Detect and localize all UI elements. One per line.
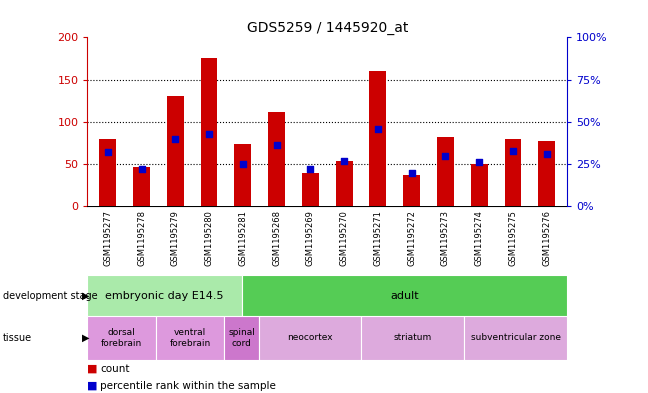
Bar [133, 167, 150, 206]
Text: percentile rank within the sample: percentile rank within the sample [100, 381, 276, 391]
Text: embryonic day E14.5: embryonic day E14.5 [105, 291, 224, 301]
Point [542, 151, 552, 157]
Text: GSM1195276: GSM1195276 [542, 210, 551, 266]
Point [406, 169, 417, 176]
Bar [437, 137, 454, 206]
Point [136, 166, 146, 172]
Bar [362, 316, 464, 360]
Bar [87, 275, 242, 316]
Text: ■: ■ [87, 364, 98, 374]
Bar [99, 139, 116, 206]
Point [272, 142, 282, 149]
Point [440, 152, 450, 159]
Text: dorsal
forebrain: dorsal forebrain [101, 328, 143, 348]
Text: ■: ■ [87, 381, 98, 391]
Text: GSM1195280: GSM1195280 [205, 210, 214, 266]
Point [204, 130, 214, 137]
Bar [87, 316, 156, 360]
Title: GDS5259 / 1445920_at: GDS5259 / 1445920_at [246, 21, 408, 35]
Bar [369, 71, 386, 206]
Text: neocortex: neocortex [287, 334, 333, 342]
Point [238, 161, 248, 167]
Text: subventricular zone: subventricular zone [470, 334, 561, 342]
Text: GSM1195269: GSM1195269 [306, 210, 315, 266]
Point [339, 158, 349, 164]
Bar [403, 175, 420, 206]
Point [474, 159, 485, 165]
Text: GSM1195270: GSM1195270 [340, 210, 349, 266]
Point [170, 136, 180, 142]
Text: GSM1195278: GSM1195278 [137, 210, 146, 266]
Text: GSM1195271: GSM1195271 [373, 210, 382, 266]
Bar [156, 316, 224, 360]
Text: ▶: ▶ [82, 291, 90, 301]
Text: tissue: tissue [3, 333, 32, 343]
Bar [201, 59, 218, 206]
Point [102, 149, 113, 155]
Text: GSM1195272: GSM1195272 [407, 210, 416, 266]
Bar [224, 316, 259, 360]
Text: adult: adult [390, 291, 419, 301]
Bar [167, 96, 184, 206]
Bar [538, 141, 555, 206]
Text: GSM1195275: GSM1195275 [509, 210, 518, 266]
Bar [336, 161, 353, 206]
Bar [505, 139, 522, 206]
Text: spinal
cord: spinal cord [228, 328, 255, 348]
Point [508, 147, 518, 154]
Text: count: count [100, 364, 130, 374]
Bar [302, 173, 319, 206]
Text: ▶: ▶ [82, 333, 90, 343]
Text: GSM1195274: GSM1195274 [475, 210, 483, 266]
Bar [470, 164, 488, 206]
Point [373, 125, 383, 132]
Bar [242, 275, 567, 316]
Text: GSM1195277: GSM1195277 [103, 210, 112, 266]
Text: GSM1195279: GSM1195279 [171, 210, 179, 266]
Bar [268, 112, 285, 206]
Bar [464, 316, 567, 360]
Bar [259, 316, 362, 360]
Text: ventral
forebrain: ventral forebrain [170, 328, 211, 348]
Bar [235, 144, 251, 206]
Text: GSM1195273: GSM1195273 [441, 210, 450, 266]
Text: striatum: striatum [394, 334, 432, 342]
Text: development stage: development stage [3, 291, 98, 301]
Text: GSM1195281: GSM1195281 [238, 210, 248, 266]
Point [305, 166, 316, 172]
Text: GSM1195268: GSM1195268 [272, 210, 281, 266]
